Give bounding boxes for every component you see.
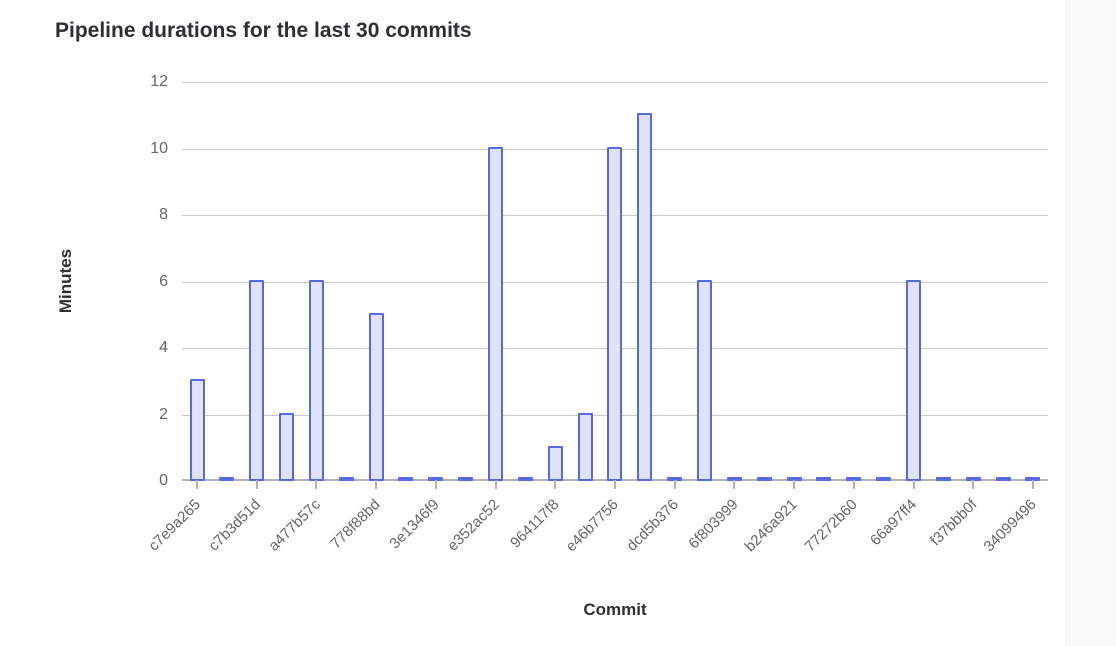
x-tick-label-commit-6f803999: 6f803999 — [685, 496, 742, 553]
x-tick-label-commit-c7b3d51d: c7b3d51d — [205, 496, 264, 555]
pipeline-duration-bar-23[interactable] — [846, 477, 862, 481]
pipeline-duration-bar-19[interactable] — [726, 477, 742, 481]
x-tick-mark — [912, 480, 915, 489]
pipeline-duration-bar-18[interactable] — [697, 279, 713, 481]
chart-title: Pipeline durations for the last 30 commi… — [55, 19, 472, 42]
pipeline-duration-bar-21[interactable] — [786, 477, 802, 481]
x-tick-mark — [196, 480, 198, 489]
x-tick-label-commit-3e1346f9: 3e1346f9 — [386, 496, 443, 553]
x-tick-label-commit-66a97ff4: 66a97ff4 — [867, 496, 921, 550]
pipeline-duration-bar-7[interactable] — [368, 312, 384, 481]
pipeline-duration-bar-25[interactable] — [906, 279, 922, 481]
x-tick-mark — [613, 480, 616, 489]
x-tick-mark — [434, 480, 437, 489]
y-tick-label-6: 6 — [159, 272, 168, 290]
x-tick-label-commit-a477b57c: a477b57c — [264, 496, 324, 555]
x-tick-label-commit-e46b7756: e46b7756 — [562, 496, 623, 556]
x-tick-label-commit-f37bbb0f: f37bbb0f — [927, 496, 981, 550]
pipeline-duration-bar-8[interactable] — [398, 477, 414, 481]
pipeline-duration-bar-26[interactable] — [935, 477, 951, 481]
pipeline-duration-bar-22[interactable] — [816, 477, 832, 481]
pipeline-duration-bar-4[interactable] — [279, 412, 295, 481]
x-tick-mark — [1031, 480, 1034, 489]
pipeline-duration-bar-27[interactable] — [965, 477, 981, 481]
y-tick-label-8: 8 — [159, 206, 168, 223]
x-tick-mark — [733, 480, 736, 489]
x-tick-label-commit-e352ac52: e352ac52 — [443, 496, 503, 555]
pipeline-duration-bar-10[interactable] — [458, 477, 474, 481]
x-tick-label-commit-34099496: 34099496 — [980, 496, 1041, 556]
pipeline-duration-bar-29[interactable] — [1025, 477, 1041, 481]
y-tick-label-4: 4 — [159, 339, 168, 356]
x-tick-mark — [494, 480, 497, 489]
x-tick-label-commit-dcd5b376: dcd5b376 — [623, 496, 682, 555]
x-tick-mark — [852, 480, 855, 489]
pipeline-duration-bar-20[interactable] — [756, 477, 772, 481]
y-tick-label-10: 10 — [150, 139, 168, 157]
pipeline-duration-bar-11[interactable] — [488, 146, 504, 481]
x-tick-mark — [255, 480, 258, 489]
x-tick-label-commit-77272b60: 77272b60 — [801, 496, 861, 556]
x-tick-mark — [972, 480, 975, 489]
x-axis-title: Commit — [583, 600, 647, 619]
pipeline-duration-bar-1[interactable] — [189, 379, 205, 481]
y-tick-label-12: 12 — [150, 73, 168, 90]
pipeline-duration-bar-17[interactable] — [667, 477, 683, 481]
x-tick-label-commit-b246a921: b246a921 — [741, 496, 802, 556]
pipeline-duration-bar-6[interactable] — [338, 477, 354, 481]
x-tick-mark — [375, 480, 378, 489]
x-tick-mark — [793, 480, 796, 489]
y-tick-label-0: 0 — [159, 472, 168, 489]
pipeline-duration-bar-15[interactable] — [607, 146, 623, 481]
y-axis-title: Minutes — [56, 248, 75, 314]
pipeline-duration-bar-13[interactable] — [547, 445, 563, 481]
gridline-y-12 — [182, 82, 1048, 83]
x-tick-label-commit-964117f8: 964117f8 — [506, 496, 563, 552]
pipeline-duration-bar-24[interactable] — [876, 477, 892, 481]
chart-plot-area — [182, 82, 1048, 489]
x-tick-mark — [673, 480, 676, 489]
pipeline-duration-bar-16[interactable] — [637, 113, 653, 481]
pipeline-duration-bar-2[interactable] — [219, 477, 235, 481]
x-tick-mark — [554, 480, 557, 489]
x-tick-label-commit-778f88bd: 778f88bd — [326, 496, 384, 553]
pipeline-duration-bar-5[interactable] — [308, 279, 324, 481]
pipeline-duration-bar-14[interactable] — [577, 412, 593, 481]
x-tick-label-commit-c7e9a265: c7e9a265 — [145, 496, 205, 555]
x-tick-mark — [315, 480, 318, 489]
page-background-edge — [1066, 0, 1116, 646]
pipeline-duration-bar-28[interactable] — [995, 477, 1011, 481]
pipeline-duration-bar-3[interactable] — [249, 279, 265, 481]
pipeline-duration-bar-12[interactable] — [517, 477, 533, 481]
y-tick-label-2: 2 — [159, 405, 168, 423]
pipeline-duration-bar-9[interactable] — [428, 477, 444, 481]
